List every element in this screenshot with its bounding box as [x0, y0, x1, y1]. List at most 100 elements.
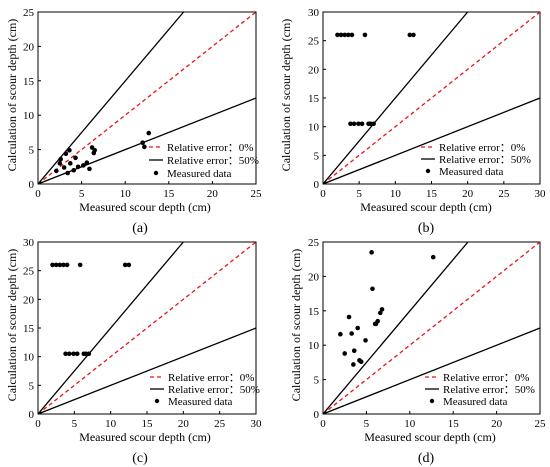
x-tick-label: 5	[356, 188, 362, 200]
legend-c-2-text: Measured data	[168, 396, 233, 408]
legend-c-1-text: Relative error：50%	[168, 384, 260, 396]
data-point	[411, 32, 416, 38]
data-point	[346, 314, 352, 320]
data-point	[359, 121, 365, 127]
data-point	[356, 121, 361, 127]
data-point	[407, 32, 413, 38]
data-point	[140, 140, 145, 146]
x-tick-label: 15	[142, 418, 154, 430]
legend-b-0-text: Relative error：0%	[439, 142, 525, 154]
panel-d: 0 5 10 15 20 25 0 5 10 15 20 25 Calculation of scou…	[289, 237, 546, 466]
data-point	[65, 170, 70, 176]
y-tick-label: 15	[23, 76, 35, 88]
x-tick-label: 10	[120, 188, 132, 200]
data-point	[346, 32, 351, 38]
ref-line-50pct	[38, 242, 184, 414]
panel-a-ylabel: Calculation of scour depth (cm)	[5, 19, 19, 172]
data-point	[358, 359, 364, 365]
data-point	[342, 32, 348, 38]
panel-b-xlabel: Measured scour depth (cm)	[360, 200, 492, 214]
x-tick-label: 25	[214, 418, 226, 430]
data-point	[87, 166, 92, 172]
ref-line-50pct	[323, 97, 540, 184]
data-point	[84, 160, 90, 165]
legend-c-2-swatch	[154, 398, 160, 404]
data-point	[67, 147, 72, 153]
ref-line-50pct	[323, 327, 540, 414]
panel-d-ylabel: Calculation of scour depth (cm)	[289, 249, 303, 402]
data-point	[58, 156, 63, 162]
x-tick-label: 25	[498, 188, 510, 200]
y-tick-label: 10	[308, 340, 320, 352]
panel-c-legend: Relative error：0% Relative error：50% Mea…	[150, 372, 260, 408]
data-point	[61, 262, 66, 268]
x-tick-label: 30	[251, 418, 263, 430]
y-tick-label: 5	[29, 380, 35, 392]
legend-b-1-text: Relative error：50%	[439, 154, 531, 166]
data-point	[349, 32, 355, 38]
data-point	[63, 351, 68, 357]
data-point	[73, 155, 78, 161]
y-tick-label: 25	[23, 7, 35, 19]
x-tick-label: 5	[364, 418, 370, 430]
data-point	[355, 325, 361, 331]
y-tick-label: 0	[29, 179, 35, 191]
data-point	[349, 331, 354, 336]
x-tick-label: 0	[35, 188, 41, 200]
data-point	[348, 121, 353, 127]
x-tick-label: 30	[535, 188, 547, 200]
legend-a-2-text: Measured data	[167, 168, 232, 180]
data-point	[92, 147, 97, 153]
legend-a-2-swatch	[153, 170, 159, 176]
y-tick-label: 15	[23, 323, 35, 335]
data-point	[50, 262, 55, 268]
data-point	[67, 161, 73, 166]
x-tick-label: 0	[320, 188, 326, 200]
data-point	[63, 151, 69, 157]
x-tick-label: 20	[462, 188, 474, 200]
data-point	[375, 318, 380, 324]
data-point	[142, 144, 147, 150]
ref-line-50pct	[38, 327, 256, 414]
data-point	[126, 262, 132, 268]
data-point	[77, 262, 83, 268]
x-tick-label: 10	[404, 418, 416, 430]
data-point	[370, 286, 375, 292]
y-tick-label: 30	[23, 237, 35, 249]
legend-d-0-text: Relative error：0%	[443, 372, 529, 384]
x-tick-label: 20	[207, 188, 219, 200]
x-tick-label: 10	[105, 418, 117, 430]
data-point	[338, 331, 343, 337]
data-point	[61, 165, 67, 170]
legend-a-1-text: Relative error：50%	[167, 155, 259, 167]
panel-c-marks: 0 5 10 15 20 25 30 0 5 10 15 20 25 30	[23, 237, 262, 430]
panel-a-xlabel: Measured scour depth (cm)	[79, 200, 211, 214]
data-point	[362, 32, 368, 38]
panel-b-ylabel: Calculation of scour depth (cm)	[279, 19, 293, 172]
panel-d-xlabel: Measured scour depth (cm)	[364, 430, 496, 444]
data-point	[53, 262, 59, 268]
data-point	[338, 32, 344, 38]
panel-a-label: (a)	[132, 221, 148, 236]
legend-b-2-text: Measured data	[439, 166, 504, 178]
y-tick-label: 5	[314, 375, 320, 387]
panel-c: 0 5 10 15 20 25 30 0 5 10 15 20 25 30 Calculation of …	[5, 237, 262, 466]
data-point	[75, 164, 81, 170]
panel-d-marks: 0 5 10 15 20 25 0 5 10 15 20 25	[308, 237, 546, 430]
data-point	[363, 338, 368, 343]
y-tick-label: 5	[29, 145, 35, 157]
legend-d-2-text: Measured data	[443, 396, 508, 408]
data-point	[351, 348, 357, 354]
data-point	[430, 254, 436, 260]
data-point	[57, 262, 63, 268]
y-tick-label: 0	[314, 409, 320, 421]
data-point	[86, 351, 92, 357]
legend-a-0-text: Relative error：0%	[167, 142, 253, 154]
data-point	[371, 121, 376, 127]
data-point	[351, 121, 357, 127]
ref-line-50pct	[323, 12, 469, 184]
panel-a-legend: Relative error：0% Relative error：50% Mea…	[149, 142, 259, 180]
y-tick-label: 10	[23, 352, 35, 364]
y-tick-label: 25	[308, 36, 320, 48]
panel-c-label: (c)	[132, 451, 148, 466]
